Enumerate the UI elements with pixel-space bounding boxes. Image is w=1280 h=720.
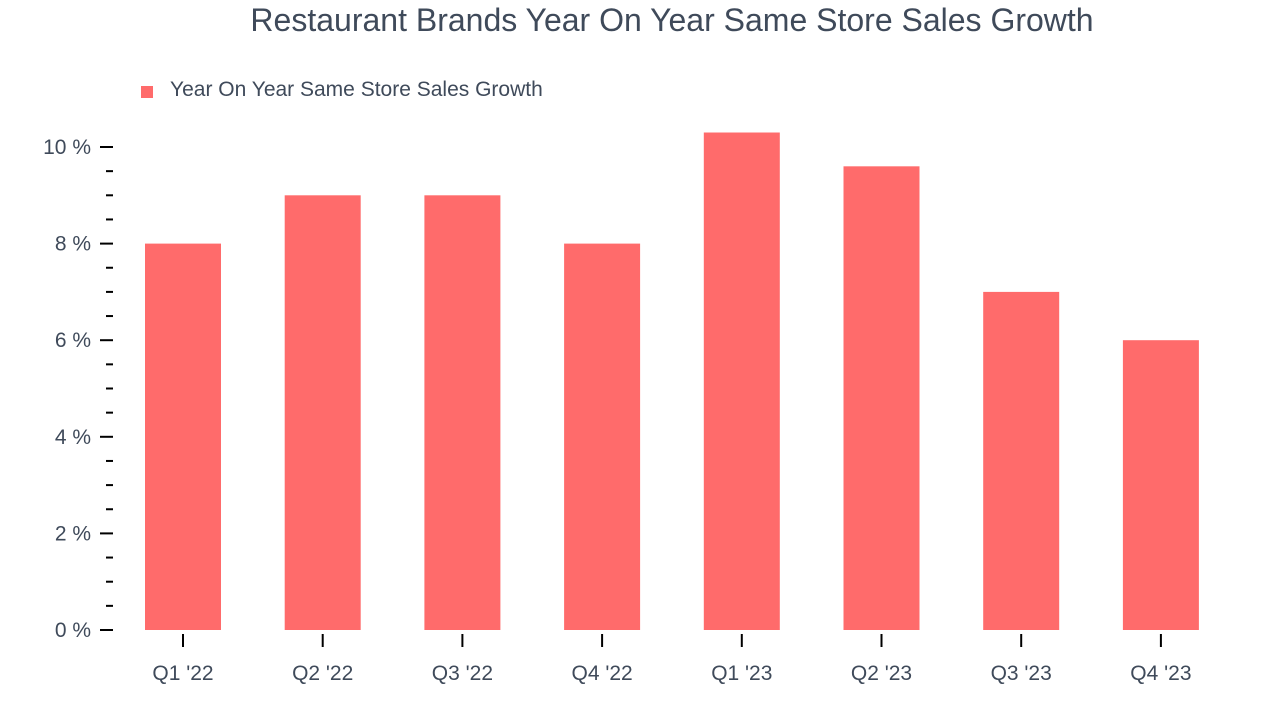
bar-q423 (1122, 340, 1199, 630)
bar-q422 (564, 243, 641, 630)
y-tick-label: 4 % (55, 426, 91, 449)
legend-swatch (141, 85, 153, 98)
x-tick-label: Q4 '22 (571, 662, 632, 685)
x-tick-label: Q3 '22 (432, 662, 493, 685)
legend: Year On Year Same Store Sales Growth (141, 78, 543, 102)
y-tick-label: 0 % (55, 619, 91, 642)
y-tick-label: 8 % (55, 233, 91, 256)
bar-q122 (145, 243, 221, 630)
x-tick-label: Q4 '23 (1130, 662, 1191, 685)
x-tick-label: Q1 '22 (152, 662, 213, 685)
x-tick-label: Q2 '22 (292, 662, 353, 685)
y-tick-label: 6 % (55, 329, 91, 352)
legend-label: Year On Year Same Store Sales Growth (170, 78, 543, 101)
bar-q123 (703, 132, 780, 630)
bar-q323 (983, 291, 1060, 630)
x-tick-label: Q2 '23 (851, 662, 912, 685)
y-tick-label: 10 % (43, 136, 91, 159)
bar-q322 (424, 195, 501, 631)
bar-q223 (843, 166, 920, 630)
chart-title: Restaurant Brands Year On Year Same Stor… (250, 2, 1094, 38)
x-tick-label: Q3 '23 (991, 662, 1052, 685)
y-tick-label: 2 % (55, 522, 91, 545)
bar-q222 (284, 195, 361, 631)
x-tick-label: Q1 '23 (711, 662, 772, 685)
